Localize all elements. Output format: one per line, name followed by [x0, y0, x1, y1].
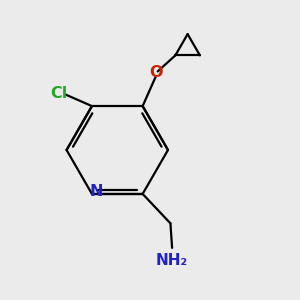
- Text: Cl: Cl: [51, 86, 68, 101]
- Text: NH₂: NH₂: [156, 253, 188, 268]
- Text: N: N: [89, 184, 103, 199]
- Text: O: O: [149, 65, 163, 80]
